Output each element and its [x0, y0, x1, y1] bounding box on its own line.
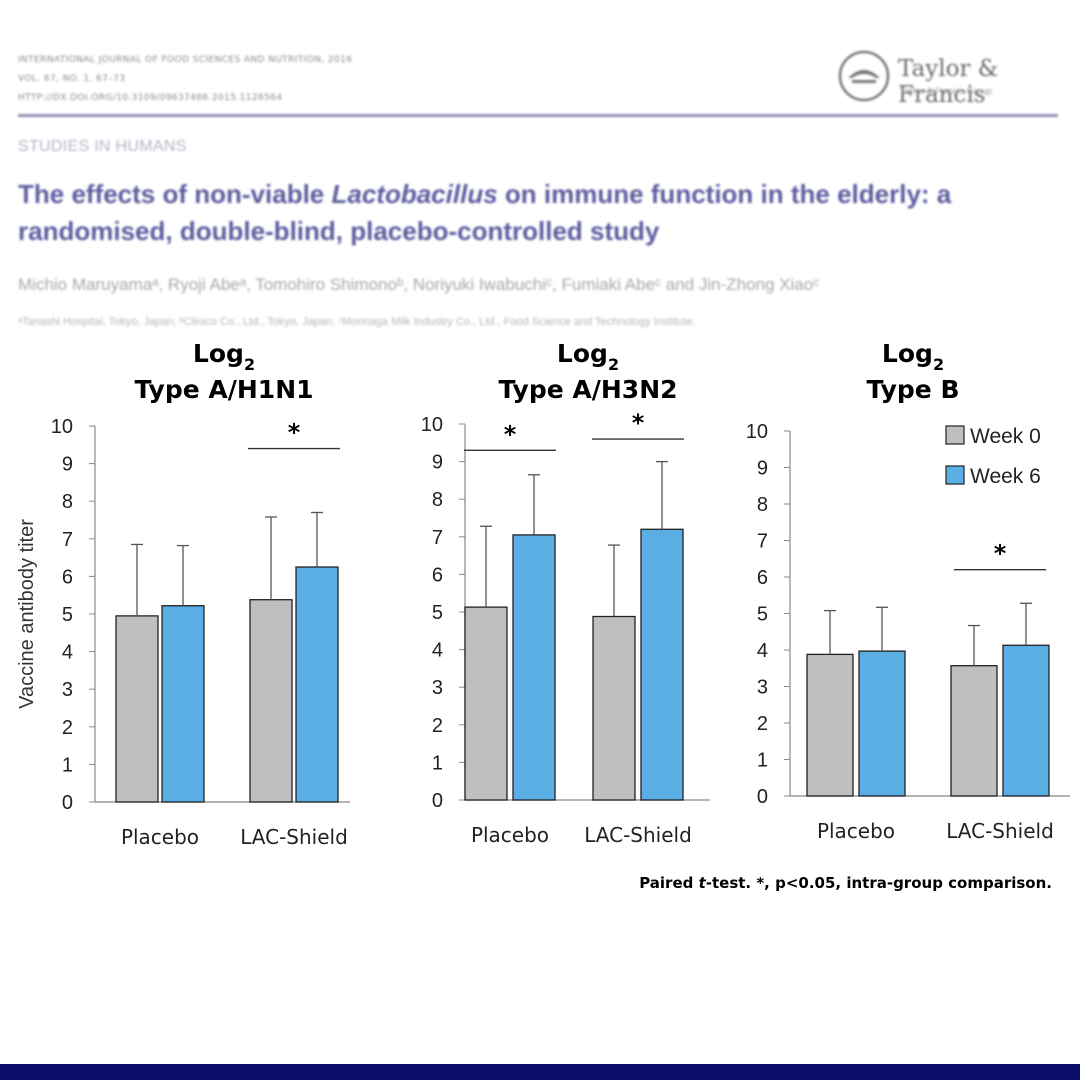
legend-label: Week 0 [970, 425, 1041, 448]
y-tick-label: 4 [62, 642, 73, 664]
significance-star: * [994, 540, 1007, 568]
chart-h1n1: Log2 Type A/H1N1 0 1 2 3 4 5 6 7 8 9 10 Vaccine antib… [0, 336, 360, 866]
y-tick-label: 4 [432, 640, 443, 662]
journal-name: INTERNATIONAL JOURNAL OF FOOD SCIENCES A… [18, 55, 353, 65]
panel-title-log: Log2 [882, 339, 944, 374]
section-label: STUDIES IN HUMANS [18, 138, 187, 155]
publisher-logo-block: Taylor & Francis Taylor & Francis Group [838, 48, 1058, 108]
panel-title-virus-type: Type B [867, 375, 960, 404]
paper-title: The effects of non-viable Lactobacillus … [18, 176, 1068, 250]
y-tick-label: 10 [421, 414, 443, 436]
y-axis-title: Vaccine antibody titer [16, 519, 38, 709]
y-tick-label: 3 [62, 679, 73, 701]
bar-week0 [806, 653, 854, 797]
category-label: Placebo [121, 825, 199, 849]
y-tick-label: 1 [757, 750, 768, 772]
y-tick-label: 2 [62, 717, 73, 739]
footnote-italic: t [698, 874, 706, 892]
y-tick-label: 9 [62, 454, 73, 476]
y-tick-label: 0 [757, 786, 768, 808]
paper-title-part-1: The effects of non-viable [18, 179, 332, 209]
panel-title-subscript: 2 [933, 355, 944, 374]
y-tick-label: 3 [757, 677, 768, 699]
significance-star: * [288, 419, 301, 447]
paper-title-part-2: on immune function in the elderly: a ran… [18, 179, 952, 246]
panel-title-subscript: 2 [608, 355, 619, 374]
significance-star: * [632, 409, 645, 437]
bar-week6 [295, 566, 339, 803]
chart-type-b: Log2 Type B 0 1 2 3 4 5 6 7 8 9 10 Placebo LAC-Shield *… [720, 336, 1080, 866]
publisher-name: Taylor & Francis [898, 56, 999, 108]
y-tick-label: 9 [757, 458, 768, 480]
publisher-group: Taylor & Francis Group [900, 86, 993, 96]
category-label: Placebo [817, 819, 895, 843]
y-tick-label: 8 [432, 489, 443, 511]
panel-title-virus-type: Type A/H1N1 [134, 375, 313, 404]
y-tick-label: 1 [432, 752, 443, 774]
y-tick-label: 5 [757, 604, 768, 626]
y-tick-label: 5 [432, 602, 443, 624]
y-tick-label: 8 [757, 494, 768, 516]
panel-title-subscript: 2 [244, 355, 255, 374]
paper-title-italic: Lactobacillus [331, 179, 498, 209]
bar-week0 [115, 615, 159, 803]
y-tick-label: 3 [432, 677, 443, 699]
y-tick-label: 8 [62, 491, 73, 513]
category-label: LAC-Shield [240, 825, 348, 849]
legend-label: Week 6 [970, 465, 1041, 488]
y-tick-label: 0 [62, 792, 73, 814]
bar-week6 [858, 650, 906, 797]
y-tick-label: 7 [757, 531, 768, 553]
bar-week6 [640, 528, 684, 801]
bar-week0 [464, 606, 508, 801]
y-tick-label: 10 [51, 416, 73, 438]
y-tick-label: 5 [62, 604, 73, 626]
y-tick-label: 7 [62, 529, 73, 551]
paper-header: INTERNATIONAL JOURNAL OF FOOD SCIENCES A… [0, 0, 1080, 335]
y-tick-label: 6 [757, 567, 768, 589]
y-tick-label: 6 [432, 564, 443, 586]
y-tick-label: 9 [432, 452, 443, 474]
chart-h3n2: Log2 Type A/H3N2 0 1 2 3 4 5 6 7 8 9 10 Placebo LAC-Sh… [370, 336, 720, 866]
y-tick-label: 0 [432, 790, 443, 812]
y-tick-label: 2 [757, 713, 768, 735]
footnote-part-2: -test. *, p<0.05, intra-group comparison… [705, 874, 1052, 892]
legend-swatch [945, 425, 965, 445]
y-tick-label: 4 [757, 640, 768, 662]
author-list: Michio Maruyamaᵃ, Ryoji Abeᵃ, Tomohiro S… [18, 275, 820, 294]
y-tick-label: 10 [746, 421, 768, 443]
header-divider [18, 114, 1058, 117]
category-label: LAC-Shield [946, 819, 1054, 843]
panel-title-log: Log2 [193, 339, 255, 374]
category-label: LAC-Shield [584, 823, 692, 847]
y-tick-label: 6 [62, 566, 73, 588]
bar-week6 [1002, 644, 1050, 797]
y-tick-label: 2 [432, 715, 443, 737]
significance-star: * [504, 420, 517, 448]
journal-volume: VOL. 67, NO. 1, 67–73 [18, 74, 126, 84]
bar-week0 [249, 599, 293, 803]
bar-week6 [512, 534, 556, 801]
category-label: Placebo [471, 823, 549, 847]
panel-title-log: Log2 [557, 339, 619, 374]
journal-doi: HTTP://DX.DOI.ORG/10.3109/09637486.2015.… [18, 93, 283, 103]
bar-week6 [161, 605, 205, 803]
y-tick-label: 7 [432, 527, 443, 549]
panel-title-virus-type: Type A/H3N2 [498, 375, 677, 404]
affiliations: ᵃTanashi Hospital, Tokyo, Japan; ᵇClinic… [18, 316, 696, 328]
bar-week0 [592, 615, 636, 801]
bottom-bar [0, 1064, 1080, 1080]
legend-swatch [945, 465, 965, 485]
statistics-footnote: Paired t-test. *, p<0.05, intra-group co… [639, 874, 1052, 892]
y-tick-label: 1 [62, 754, 73, 776]
bar-week0 [950, 665, 998, 797]
footnote-part-1: Paired [639, 874, 699, 892]
publisher-emblem-icon [838, 50, 890, 102]
